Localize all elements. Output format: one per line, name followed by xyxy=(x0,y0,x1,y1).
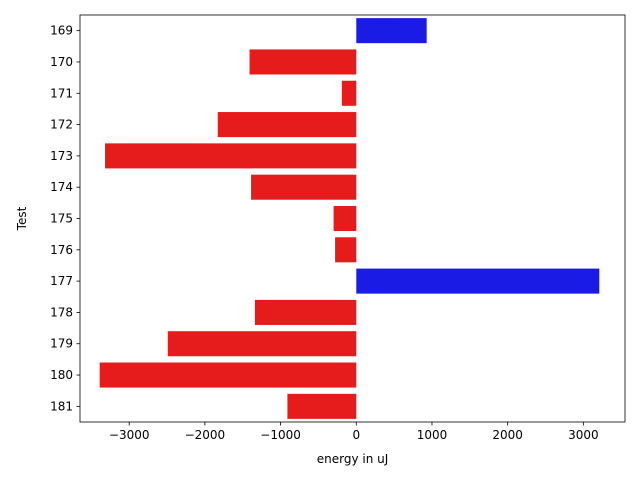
y-tick-label: 174 xyxy=(50,180,73,194)
bar-178 xyxy=(254,299,357,325)
x-tick-label: −3000 xyxy=(109,428,150,442)
x-axis-label: energy in uJ xyxy=(317,452,389,466)
bar-169 xyxy=(356,18,427,44)
y-tick-label: 180 xyxy=(50,368,73,382)
bar-170 xyxy=(249,49,357,75)
y-tick-label: 175 xyxy=(50,212,73,226)
y-axis-ticks: 169 170 171 172 173 174 175 176 177 178 179 180 181 xyxy=(50,24,80,413)
bar-174 xyxy=(251,174,357,200)
x-tick-label: −1000 xyxy=(260,428,301,442)
bars-group xyxy=(99,18,600,419)
plot-frame xyxy=(79,14,626,423)
bar-173 xyxy=(104,143,357,169)
y-tick-label: 173 xyxy=(50,149,73,163)
y-tick-label: 179 xyxy=(50,337,73,351)
bar-179 xyxy=(167,331,357,357)
y-tick-label: 172 xyxy=(50,118,73,132)
x-tick-label: 3000 xyxy=(568,428,599,442)
bar-180 xyxy=(99,362,357,388)
y-tick-label: 171 xyxy=(50,86,73,100)
x-tick-label: −2000 xyxy=(185,428,226,442)
x-axis-ticks: −3000 −2000 −1000 0 1000 2000 3000 xyxy=(109,422,599,442)
x-tick-label: 0 xyxy=(352,428,360,442)
bar-176 xyxy=(335,237,357,263)
y-tick-label: 176 xyxy=(50,243,73,257)
y-tick-label: 178 xyxy=(50,305,73,319)
x-tick-label: 1000 xyxy=(417,428,448,442)
bar-177 xyxy=(356,268,600,294)
bar-172 xyxy=(217,112,357,138)
x-tick-label: 2000 xyxy=(492,428,523,442)
bar-175 xyxy=(333,205,357,232)
y-tick-label: 170 xyxy=(50,55,73,69)
bar-171 xyxy=(341,80,357,106)
y-tick-label: 169 xyxy=(50,24,73,38)
y-tick-label: 177 xyxy=(50,274,73,288)
y-tick-label: 181 xyxy=(50,399,73,413)
bar-181 xyxy=(287,393,357,419)
y-axis-label: Test xyxy=(15,206,29,231)
